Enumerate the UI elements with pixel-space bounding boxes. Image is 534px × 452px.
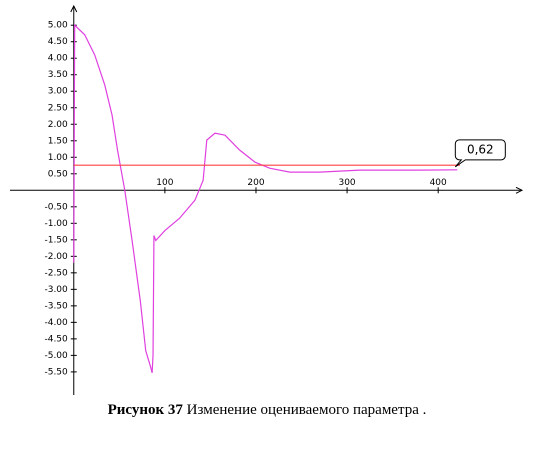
y-tick-label: -1.00 (44, 219, 68, 229)
y-tick-label: 2.50 (48, 103, 68, 113)
y-tick-label: -1.50 (44, 235, 68, 245)
y-tick-label: 5.00 (48, 21, 68, 31)
y-tick-label: 4.50 (48, 37, 68, 47)
x-tick-label: 100 (156, 178, 173, 188)
y-tick-label: -2.00 (44, 252, 68, 262)
y-tick-label: -4.50 (44, 334, 68, 344)
y-tick-label: 4.00 (48, 54, 68, 64)
y-tick-label: -5.00 (44, 351, 68, 361)
y-tick-label: -0.50 (44, 202, 68, 212)
page: {"chart_data": {"type": "line", "caption… (10, 4, 524, 418)
caption-text: Изменение оцениваемого параметра . (186, 402, 427, 418)
y-tick-label: -4.00 (44, 318, 68, 328)
x-tick-label: 200 (247, 178, 264, 188)
y-tick-label: -3.00 (44, 285, 68, 295)
callout (454, 139, 506, 168)
y-tick-label: 3.00 (48, 87, 68, 97)
caption-label: Рисунок 37 (107, 402, 183, 418)
caption: Рисунок 37 Изменение оцениваемого параме… (0, 402, 534, 419)
y-tick-label: -5.50 (44, 367, 68, 377)
chart: 5.00 4.50 4.00 3.50 3.00 2.50 2.00 1.50 1.00 0.50… (10, 4, 524, 395)
y-tick-label: 1.00 (48, 153, 68, 163)
annotation-text: 0,62 (467, 142, 494, 156)
x-tick-label: 300 (338, 178, 355, 188)
y-tick-label: 0.50 (48, 169, 68, 179)
y-tick-label: 1.50 (48, 136, 68, 146)
y-tick-label: -3.50 (44, 301, 68, 311)
line-series (73, 23, 458, 374)
x-tick-label: 400 (430, 178, 447, 188)
x-axis-arrow (515, 186, 524, 194)
y-tick-label: 2.00 (48, 120, 68, 130)
y-tick-label: 3.50 (48, 70, 68, 80)
y-axis-arrow (70, 4, 78, 13)
y-tick-label: -2.50 (44, 268, 68, 278)
